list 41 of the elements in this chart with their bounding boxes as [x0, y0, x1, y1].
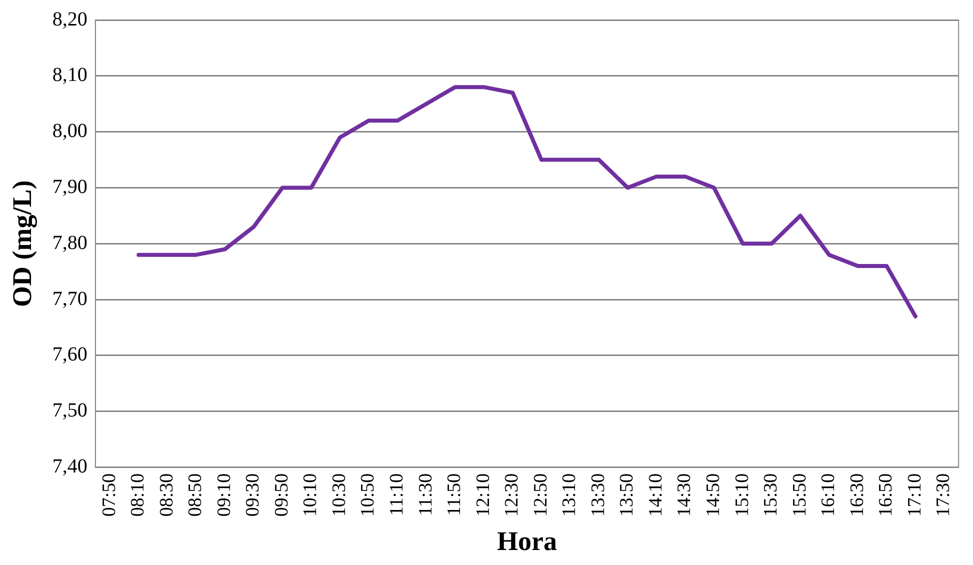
y-tick-label: 7,50 [52, 400, 88, 422]
x-tick-label: 10:30 [328, 473, 350, 517]
x-tick-label: 11:30 [415, 473, 436, 516]
x-tick-label: 11:50 [444, 473, 466, 516]
y-tick-label: 8,20 [52, 8, 88, 30]
y-tick-label: 8,00 [52, 120, 88, 142]
x-tick-label: 16:10 [818, 473, 840, 517]
x-tick-label: 13:10 [559, 473, 580, 517]
x-tick-label: 10:50 [358, 473, 379, 517]
x-tick-label: 12:10 [472, 473, 494, 517]
x-tick-label: 16:50 [876, 473, 897, 517]
x-tick-label: 17:10 [904, 473, 926, 517]
y-tick-label: 7,70 [52, 288, 88, 310]
x-tick-label: 14:50 [703, 473, 724, 517]
x-tick-label: 09:30 [242, 473, 264, 517]
x-tick-label: 08:50 [185, 473, 206, 517]
x-tick-label: 08:10 [128, 473, 149, 517]
x-tick-label: 14:30 [674, 473, 696, 517]
y-axis-title: OD (mg/L) [7, 180, 38, 308]
x-tick-label: 12:30 [502, 473, 523, 517]
x-tick-label: 17:30 [933, 473, 954, 517]
x-tick-label: 11:10 [386, 473, 408, 516]
y-tick-label: 7,40 [52, 456, 88, 478]
x-tick-label: 15:30 [760, 473, 782, 517]
x-tick-label: 13:30 [588, 473, 609, 517]
x-tick-label: 09:10 [214, 473, 235, 517]
x-tick-label: 15:10 [732, 473, 753, 517]
y-tick-label: 7,80 [52, 232, 88, 254]
x-tick-label: 08:30 [156, 473, 178, 517]
x-tick-label: 10:10 [300, 473, 322, 517]
x-tick-label: 16:30 [846, 473, 868, 517]
x-tick-label: 12:50 [530, 473, 552, 517]
y-tick-label: 7,60 [52, 344, 88, 366]
x-tick-label: 09:50 [271, 473, 292, 517]
y-tick-label: 8,10 [52, 64, 88, 86]
x-tick-label: 13:50 [616, 473, 638, 517]
x-tick-label: 07:50 [98, 473, 120, 517]
x-axis-title: Hora [496, 526, 558, 556]
x-tick-label: 14:10 [645, 473, 666, 517]
y-tick-label: 7,90 [52, 176, 88, 198]
x-tick-label: 15:50 [789, 473, 810, 517]
